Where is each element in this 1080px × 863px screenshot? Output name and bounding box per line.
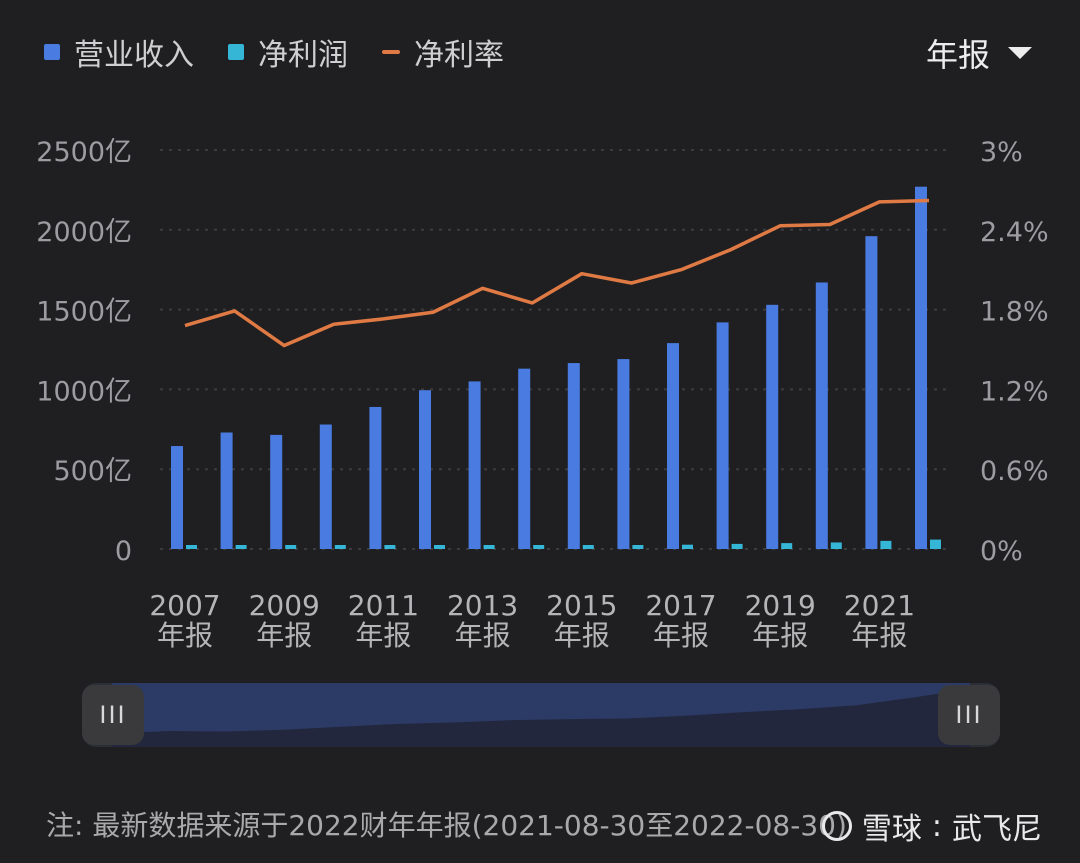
x-tick-label-suffix: 年报 xyxy=(653,619,709,652)
revenue-bar xyxy=(716,322,729,549)
x-tick-label-suffix: 年报 xyxy=(851,619,907,652)
net-profit-bar xyxy=(434,545,445,549)
data-source-note: 注: 最新数据来源于2022财年年报(2021-08-30至2022-08-30… xyxy=(46,809,847,842)
x-tick-label-year: 2013 xyxy=(447,589,518,622)
revenue-bar xyxy=(865,236,878,549)
net-profit-bar xyxy=(285,545,297,549)
x-tick-label-suffix: 年报 xyxy=(157,619,213,652)
revenue-bar xyxy=(617,359,630,549)
net-profit-bar xyxy=(731,543,743,549)
net-profit-swatch xyxy=(228,44,244,60)
net-profit-bar xyxy=(781,543,793,549)
revenue-bar xyxy=(270,434,283,549)
net-profit-bar xyxy=(682,544,693,549)
legend-label-revenue: 营业收入 xyxy=(74,38,194,73)
mini-preview xyxy=(112,689,970,747)
slider-right-handle[interactable]: III xyxy=(938,685,1000,745)
chart-area: 0 0% 500亿 0.6% 1000亿 1.2% 1500亿 1.8% 2000亿 2.4% 25… xyxy=(36,137,1049,652)
watermark-separator: : xyxy=(931,808,942,844)
revenue-bar xyxy=(468,381,481,549)
y-right-tick-label: 0% xyxy=(980,536,1023,567)
net-profit-bar xyxy=(830,542,842,549)
y-left-tick-label: 1500亿 xyxy=(36,297,132,328)
net-profit-bar xyxy=(930,539,941,549)
period-selector-label: 年报 xyxy=(925,36,990,74)
y-right-tick-label: 3% xyxy=(980,137,1023,168)
y-right-tick-label: 1.2% xyxy=(980,376,1049,407)
revenue-bar xyxy=(369,406,382,549)
net-profit-bar xyxy=(582,545,594,549)
net-profit-bar xyxy=(483,545,495,549)
x-tick-label-year: 2015 xyxy=(546,589,617,622)
legend-item-net-profit[interactable]: 净利润 xyxy=(228,30,348,74)
x-tick-label-year: 2007 xyxy=(149,589,220,622)
net-profit-bar xyxy=(880,540,892,549)
net-profit-bar xyxy=(186,545,197,549)
chart-legend: 营业收入 净利润 净利率 xyxy=(44,30,538,74)
left-handle-grip-icon: III xyxy=(99,701,127,729)
slider-left-handle[interactable]: III xyxy=(82,685,144,745)
mini-preview-area xyxy=(112,689,970,747)
legend-label-net-profit: 净利润 xyxy=(258,38,348,73)
x-tick-label-year: 2009 xyxy=(249,589,320,622)
net-profit-bar xyxy=(632,545,644,549)
legend-label-net-margin: 净利率 xyxy=(414,38,504,73)
legend-item-net-margin[interactable]: 净利率 xyxy=(382,30,504,74)
revenue-bar xyxy=(319,424,332,549)
y-right-tick-label: 0.6% xyxy=(980,456,1049,487)
net-profit-bar xyxy=(334,545,346,549)
revenue-swatch xyxy=(44,44,60,60)
x-tick-label-year: 2011 xyxy=(348,589,419,622)
x-tick-label-year: 2021 xyxy=(844,589,915,622)
revenue-bar xyxy=(419,390,431,549)
revenue-bar xyxy=(815,282,828,549)
revenue-bar xyxy=(220,432,233,549)
y-right-tick-label: 2.4% xyxy=(980,217,1049,248)
x-tick-label-suffix: 年报 xyxy=(355,619,411,652)
x-tick-label-year: 2019 xyxy=(745,589,816,622)
watermark-brand: 雪球 xyxy=(861,812,922,847)
net-profit-bar xyxy=(235,545,247,549)
y-left-tick-label: 2000亿 xyxy=(36,217,132,248)
watermark: 雪球 : 武飞尼 xyxy=(821,804,1042,848)
watermark-author: 武飞尼 xyxy=(952,812,1042,847)
y-left-tick-label: 1000亿 xyxy=(36,376,132,407)
revenue-bar xyxy=(171,446,183,549)
net-margin-line xyxy=(184,198,930,348)
revenue-bar xyxy=(766,304,779,549)
caret-down-icon xyxy=(1008,47,1032,59)
y-left-tick-label: 2500亿 xyxy=(36,137,132,168)
net-margin-swatch xyxy=(382,50,400,54)
revenue-bar xyxy=(667,343,679,549)
revenue-bar xyxy=(567,363,580,549)
y-right-tick-label: 1.8% xyxy=(980,297,1049,328)
net-profit-bar xyxy=(533,545,545,549)
net-profit-bar xyxy=(384,545,396,549)
right-handle-grip-icon: III xyxy=(955,701,983,729)
x-tick-label-year: 2017 xyxy=(645,589,716,622)
y-left-tick-label: 500亿 xyxy=(53,456,132,487)
x-tick-label-suffix: 年报 xyxy=(455,619,511,652)
revenue-bar xyxy=(518,368,531,549)
x-tick-label-suffix: 年报 xyxy=(256,619,312,652)
snowball-logo-icon xyxy=(821,811,852,841)
legend-item-revenue[interactable]: 营业收入 xyxy=(44,30,194,74)
x-tick-label-suffix: 年报 xyxy=(752,619,808,652)
y-left-tick-label: 0 xyxy=(115,536,132,567)
period-selector[interactable]: 年报 xyxy=(926,30,1032,76)
revenue-bar xyxy=(915,186,927,549)
x-tick-label-suffix: 年报 xyxy=(554,619,610,652)
